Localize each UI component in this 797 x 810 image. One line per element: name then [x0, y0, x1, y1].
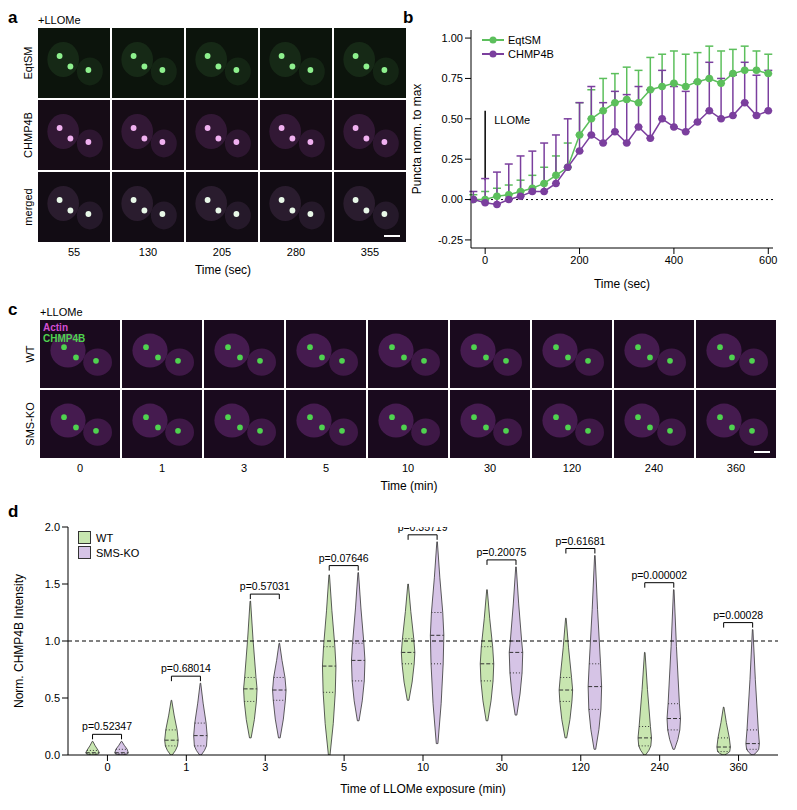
svg-text:p=0.52347: p=0.52347	[82, 720, 132, 732]
svg-text:1.5: 1.5	[45, 578, 60, 590]
svg-text:280: 280	[287, 246, 305, 258]
svg-text:Time of LLOMe exposure (min): Time of LLOMe exposure (min)	[340, 782, 506, 796]
svg-text:360: 360	[729, 761, 747, 773]
svg-text:p=0.20075: p=0.20075	[477, 546, 527, 558]
svg-text:30: 30	[496, 761, 508, 773]
svg-text:2.0: 2.0	[45, 521, 60, 533]
svg-text:p=0.57031: p=0.57031	[240, 580, 290, 592]
svg-text:0: 0	[77, 462, 83, 474]
svg-text:0.50: 0.50	[442, 113, 463, 125]
svg-text:240: 240	[650, 761, 668, 773]
svg-text:Time (sec): Time (sec)	[594, 277, 650, 291]
svg-text:0.00: 0.00	[442, 193, 463, 205]
svg-text:1.00: 1.00	[442, 32, 463, 44]
svg-text:55: 55	[68, 246, 80, 258]
svg-text:merged: merged	[22, 188, 34, 225]
svg-text:+LLOMe: +LLOMe	[38, 14, 81, 26]
svg-text:CHMP4B: CHMP4B	[22, 112, 34, 158]
svg-text:Time (sec): Time (sec)	[195, 263, 251, 277]
svg-text:200: 200	[570, 254, 588, 266]
svg-text:p=0.000002: p=0.000002	[631, 569, 687, 581]
svg-text:p=0.68014: p=0.68014	[161, 662, 211, 674]
svg-text:3: 3	[262, 761, 268, 773]
svg-text:120: 120	[572, 761, 590, 773]
svg-text:p=0.35719: p=0.35719	[398, 527, 448, 533]
svg-text:Actin: Actin	[43, 322, 68, 333]
svg-text:-0.25: -0.25	[438, 234, 463, 246]
svg-text:30: 30	[484, 462, 496, 474]
html-text:SMS-KO: SMS-KO	[96, 546, 140, 559]
svg-text:0: 0	[482, 254, 488, 266]
svg-text:1.0: 1.0	[45, 635, 60, 647]
svg-text:120: 120	[563, 462, 581, 474]
svg-text:0.0: 0.0	[45, 749, 60, 761]
svg-text:5: 5	[341, 761, 347, 773]
html-text:a: a	[8, 8, 18, 27]
svg-text:5: 5	[323, 462, 329, 474]
svg-text:LLOMe: LLOMe	[494, 114, 530, 126]
svg-text:355: 355	[361, 246, 379, 258]
html-text:WT: WT	[96, 531, 114, 544]
svg-text:600: 600	[759, 254, 777, 266]
svg-text:CHMP4B: CHMP4B	[43, 333, 85, 344]
html-text:CHMP4B: CHMP4B	[508, 48, 554, 60]
svg-text:400: 400	[665, 254, 683, 266]
svg-text:+LLOMe: +LLOMe	[40, 306, 83, 318]
svg-text:0: 0	[104, 761, 110, 773]
html-text:c: c	[8, 300, 18, 319]
svg-text:10: 10	[417, 761, 429, 773]
svg-text:p=0.00028: p=0.00028	[713, 609, 763, 621]
svg-text:EqtSM: EqtSM	[22, 46, 34, 79]
svg-text:p=0.61681: p=0.61681	[555, 535, 605, 547]
html-text:b: b	[403, 8, 414, 27]
svg-text:Time (min): Time (min)	[381, 479, 438, 493]
svg-text:Puncta norm. to max: Puncta norm. to max	[410, 84, 424, 195]
svg-text:1: 1	[183, 761, 189, 773]
svg-text:240: 240	[645, 462, 663, 474]
svg-text:SMS-KO: SMS-KO	[24, 402, 36, 446]
svg-text:0.25: 0.25	[442, 153, 463, 165]
svg-text:360: 360	[727, 462, 745, 474]
svg-text:10: 10	[402, 462, 414, 474]
svg-text:205: 205	[213, 246, 231, 258]
svg-text:3: 3	[241, 462, 247, 474]
html-text:d: d	[8, 502, 19, 521]
svg-text:Norm. CHMP4B Intensity: Norm. CHMP4B Intensity	[12, 574, 26, 708]
svg-text:p=0.07646: p=0.07646	[319, 552, 369, 564]
svg-text:0.75: 0.75	[442, 72, 463, 84]
svg-text:130: 130	[139, 246, 157, 258]
svg-text:0.5: 0.5	[45, 692, 60, 704]
svg-text:1: 1	[159, 462, 165, 474]
html-text:EqtSM: EqtSM	[508, 34, 541, 46]
svg-text:WT: WT	[24, 345, 36, 362]
